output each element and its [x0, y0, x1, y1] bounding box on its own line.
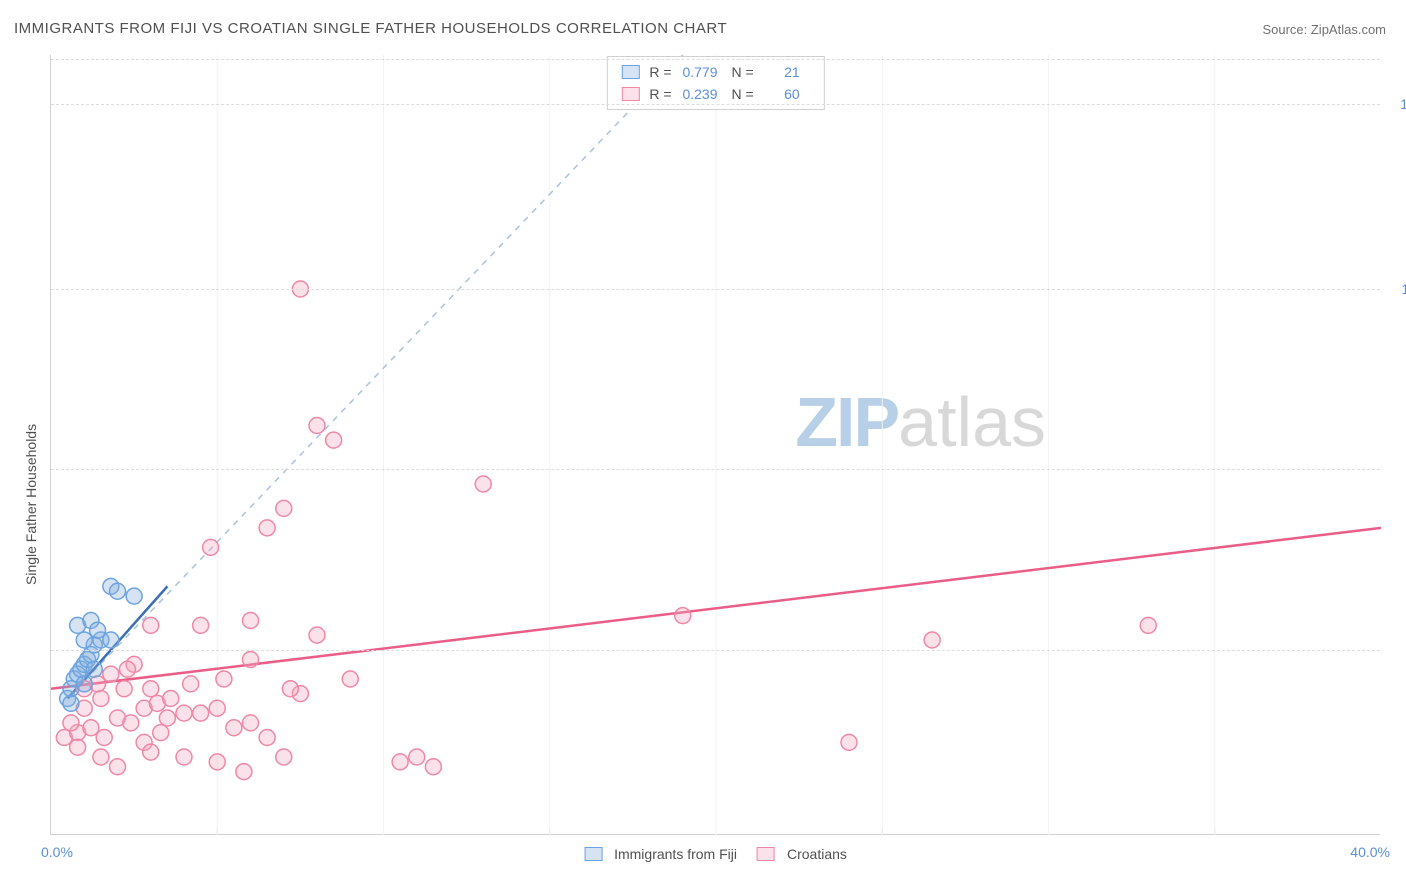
swatch-croatians: [621, 87, 639, 101]
chart-svg: [51, 55, 1380, 834]
grid-line-h: [51, 59, 1380, 60]
y-axis-label: Single Father Households: [23, 424, 39, 585]
x-start-label: 0.0%: [41, 844, 73, 860]
r-label: R =: [649, 83, 671, 105]
r-value-croatians: 0.239: [678, 83, 718, 105]
chart-title: IMMIGRANTS FROM FIJI VS CROATIAN SINGLE …: [14, 20, 727, 37]
source-label: Source: ZipAtlas.com: [1262, 22, 1386, 37]
n-label: N =: [732, 83, 754, 105]
n-value-croatians: 60: [760, 83, 800, 105]
correlation-legend: R = 0.779 N = 21 R = 0.239 N = 60: [606, 56, 824, 110]
legend-label-fiji: Immigrants from Fiji: [614, 846, 737, 862]
swatch-fiji-bottom: [584, 847, 602, 861]
grid-line-h: [51, 650, 1380, 651]
series-legend: Immigrants from Fiji Croatians: [584, 846, 847, 862]
legend-item-croatians: Croatians: [757, 846, 847, 862]
grid-line-h: [51, 104, 1380, 105]
legend-label-croatians: Croatians: [787, 846, 847, 862]
legend-item-fiji: Immigrants from Fiji: [584, 846, 737, 862]
legend-row-croatians: R = 0.239 N = 60: [621, 83, 809, 105]
n-label: N =: [732, 61, 754, 83]
y-tick-label: 15.0%: [1386, 96, 1406, 112]
grid-line-h: [51, 289, 1380, 290]
n-value-fiji: 21: [760, 61, 800, 83]
grid-line-h: [51, 469, 1380, 470]
y-tick-label: 3.8%: [1386, 642, 1406, 658]
r-value-fiji: 0.779: [678, 61, 718, 83]
swatch-fiji: [621, 65, 639, 79]
y-tick-label: 7.5%: [1386, 461, 1406, 477]
y-tick-label: 11.2%: [1386, 281, 1406, 297]
legend-row-fiji: R = 0.779 N = 21: [621, 61, 809, 83]
x-end-label: 40.0%: [1350, 844, 1390, 860]
plot-area: Single Father Households ZIPatlas R = 0.…: [50, 55, 1380, 835]
swatch-croatians-bottom: [757, 847, 775, 861]
r-label: R =: [649, 61, 671, 83]
